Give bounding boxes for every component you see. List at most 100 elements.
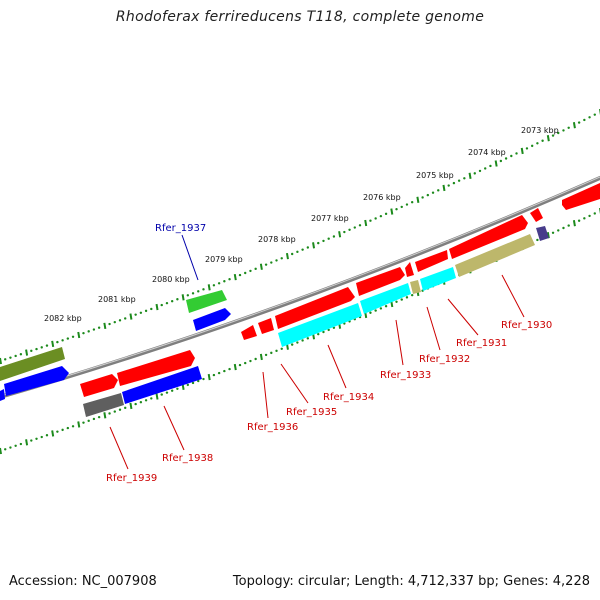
gene-arrow[interactable] [117, 350, 195, 386]
gene-bar[interactable] [410, 280, 421, 294]
gene-arrow[interactable] [415, 250, 448, 272]
minor-tick [457, 179, 461, 182]
kbp-label: 2081 kbp [98, 295, 136, 304]
minor-tick [118, 319, 122, 322]
major-tick [259, 263, 263, 270]
minor-tick [306, 246, 310, 249]
minor-tick [296, 341, 299, 344]
gene-label[interactable]: Rfer_1939 [106, 473, 157, 484]
gene-label[interactable]: Rfer_1935 [286, 407, 337, 418]
gene-arrow[interactable] [186, 290, 227, 313]
minor-tick [191, 292, 195, 295]
minor-tick [536, 142, 539, 145]
major-tick [572, 122, 576, 129]
minor-tick [290, 252, 294, 256]
gene-bar[interactable] [83, 393, 124, 417]
gene-arrow[interactable] [0, 389, 5, 401]
gene-bar[interactable] [278, 303, 362, 347]
minor-tick [45, 344, 49, 347]
minor-tick [14, 354, 17, 358]
gene-arrow[interactable] [193, 308, 231, 331]
gene-label[interactable]: Rfer_1938 [162, 453, 213, 464]
gene-arrow[interactable] [0, 347, 65, 381]
minor-tick [400, 298, 403, 301]
minor-tick [9, 446, 12, 449]
gene-bar[interactable] [536, 226, 549, 241]
minor-tick [186, 294, 190, 297]
gene-label[interactable]: Rfer_1936 [247, 422, 298, 433]
minor-tick [499, 159, 503, 163]
minor-tick [223, 280, 226, 283]
minor-tick [593, 113, 596, 116]
minor-tick [238, 273, 242, 277]
genome-title: Rhodoferax ferrireducens T118, complete … [115, 9, 485, 25]
minor-tick [71, 425, 75, 428]
gene-labels: Rfer_1930 Rfer_1931 Rfer_1932 Rfer_1933 … [106, 223, 552, 484]
genes-far-left [0, 347, 69, 401]
gene-label[interactable]: Rfer_1934 [323, 392, 374, 403]
major-tick [207, 284, 211, 291]
gene-arrow[interactable] [449, 215, 528, 259]
gene-bar[interactable] [122, 366, 202, 404]
minor-tick [35, 347, 38, 351]
gene-label[interactable]: Rfer_1933 [380, 370, 431, 381]
minor-tick [577, 121, 581, 124]
minor-tick [348, 228, 351, 231]
major-tick [546, 135, 550, 142]
minor-tick [489, 164, 492, 168]
gene-bar[interactable] [455, 234, 535, 277]
upper-tick-ring [0, 109, 600, 365]
leader-line [327, 344, 347, 389]
minor-tick [113, 410, 116, 413]
major-tick [0, 447, 2, 455]
minor-tick [426, 193, 430, 197]
minor-tick [530, 144, 534, 148]
gene-arrow[interactable] [405, 262, 414, 277]
gene-arrow[interactable] [241, 325, 257, 340]
gene-label[interactable]: Rfer_1937 [155, 223, 206, 234]
minor-tick [395, 208, 398, 211]
minor-tick [228, 277, 231, 281]
major-tick [233, 363, 237, 371]
gene-label[interactable]: Rfer_1930 [501, 320, 552, 331]
minor-tick [176, 387, 179, 390]
minor-tick [108, 412, 111, 415]
minor-tick [275, 349, 278, 353]
minor-tick [463, 177, 466, 180]
gene-arrow[interactable] [275, 287, 355, 329]
major-tick [494, 160, 498, 167]
leader-line [447, 298, 479, 336]
gene-label[interactable]: Rfer_1931 [456, 338, 507, 349]
major-tick [416, 196, 420, 204]
minor-tick [473, 172, 476, 175]
leader-line [426, 306, 441, 351]
kbp-label: 2073 kbp [521, 126, 559, 135]
minor-tick [82, 331, 85, 335]
minor-tick [583, 217, 586, 220]
gene-arrow[interactable] [356, 267, 405, 296]
minor-tick [97, 326, 101, 329]
minor-tick [478, 169, 482, 173]
minor-tick [40, 346, 43, 349]
minor-tick [280, 257, 283, 260]
gene-arrow[interactable] [530, 208, 543, 222]
minor-tick [165, 391, 169, 394]
gene-arrow[interactable] [4, 366, 69, 396]
gene-bar[interactable] [360, 283, 411, 314]
minor-tick [567, 126, 570, 130]
major-tick [51, 430, 55, 437]
genome-summary-text: Topology: circular; Length: 4,712,337 bp… [232, 574, 590, 589]
minor-tick [541, 139, 544, 142]
minor-tick [577, 219, 581, 222]
gene-label[interactable]: Rfer_1932 [419, 354, 470, 365]
minor-tick [108, 322, 111, 326]
minor-tick [452, 181, 456, 185]
gene-arrow[interactable] [80, 374, 118, 397]
gene-arrow[interactable] [258, 318, 274, 334]
minor-tick [118, 408, 122, 411]
gene-arrow[interactable] [562, 183, 600, 210]
major-tick [51, 340, 55, 348]
gene-bar[interactable] [420, 267, 456, 291]
minor-tick [217, 282, 221, 285]
